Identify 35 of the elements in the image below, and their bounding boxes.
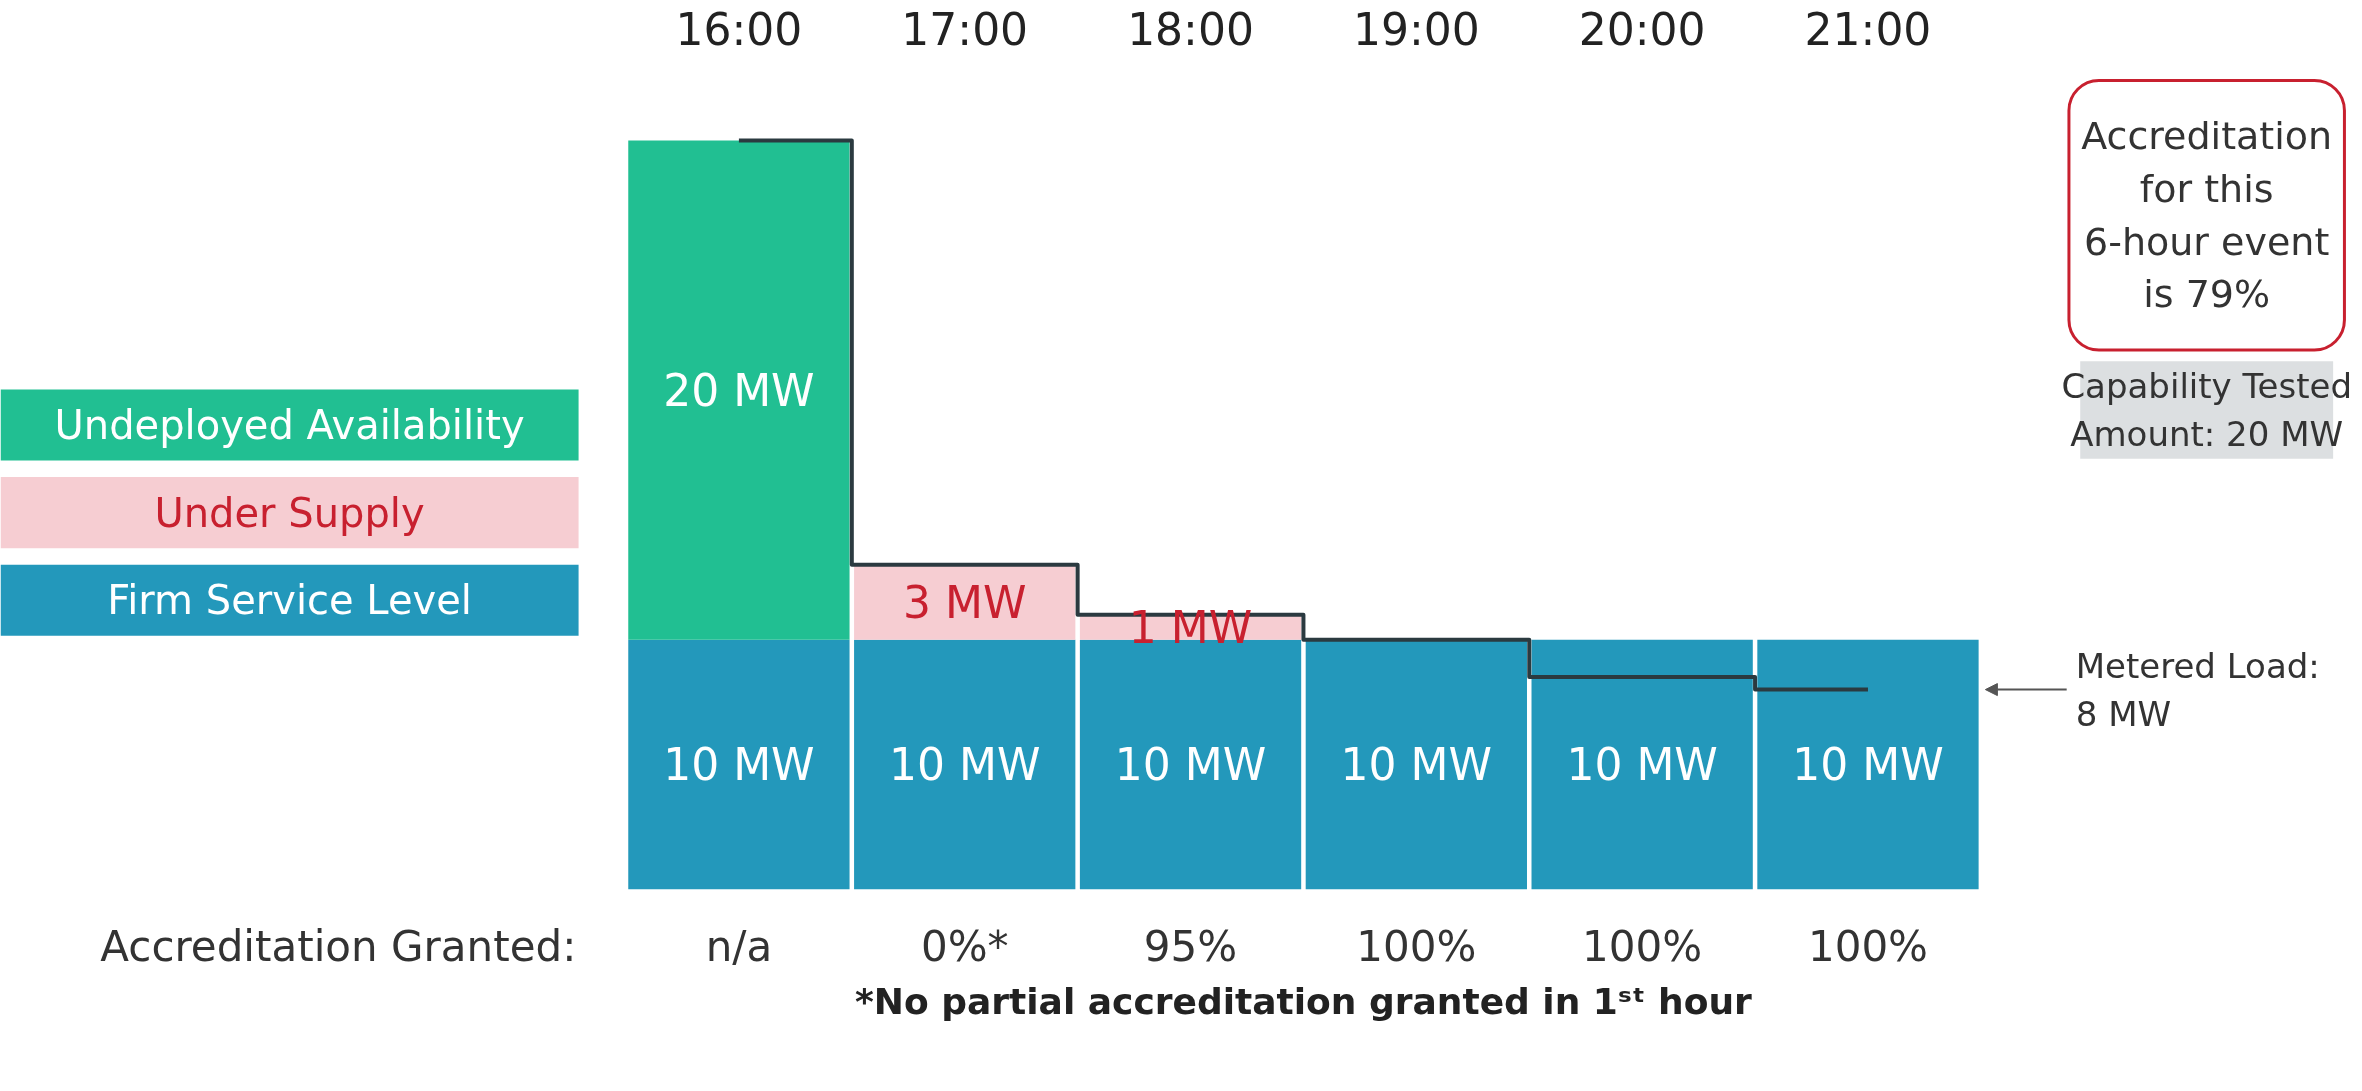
- text: Accreditation for this 6-hour event is 79%: [2081, 114, 2333, 317]
- text: 95%: [1143, 922, 1238, 972]
- x-tick-label: 16:00: [675, 3, 803, 55]
- x-tick-label: 19:00: [1352, 3, 1480, 55]
- data-label: 10 MW: [1792, 738, 1944, 790]
- text: Metered Load: 8 MW: [2075, 645, 2320, 734]
- data-label: 10 MW: [1340, 738, 1493, 790]
- bar: [628, 140, 850, 640]
- data-label: 20 MW: [663, 364, 815, 416]
- text: *No partial accreditation granted in 1ˢᵗ hour: [855, 981, 1753, 1023]
- text: Capability Tested Amount: 20 MW: [2061, 366, 2353, 454]
- text: Accreditation Granted:: [100, 922, 577, 972]
- text: n/a: [705, 922, 773, 972]
- data-label: 10 MW: [889, 738, 1041, 790]
- text: 100%: [1807, 922, 1929, 972]
- text: Undeployed Availability: [54, 401, 525, 448]
- data-label: 10 MW: [663, 738, 815, 790]
- x-tick-label: 18:00: [1127, 3, 1254, 55]
- data-label: 3 MW: [903, 576, 1027, 628]
- text: 100%: [1356, 922, 1477, 972]
- bar: [628, 639, 850, 890]
- text: 0%*: [920, 922, 1009, 972]
- data-label: 10 MW: [1566, 738, 1718, 790]
- x-tick-label: 17:00: [901, 3, 1029, 55]
- text: Under Supply: [154, 489, 425, 536]
- data-label: 1 MW: [1128, 601, 1253, 653]
- x-tick-label: 20:00: [1578, 3, 1706, 55]
- bar: [854, 639, 1076, 890]
- text: Firm Service Level: [107, 577, 472, 624]
- data-label: 10 MW: [1114, 738, 1267, 790]
- bar: [1531, 639, 1753, 890]
- bar: [1305, 639, 1527, 890]
- text: 100%: [1582, 922, 1703, 972]
- x-tick-label: 21:00: [1804, 3, 1932, 55]
- bar: [1757, 639, 1979, 890]
